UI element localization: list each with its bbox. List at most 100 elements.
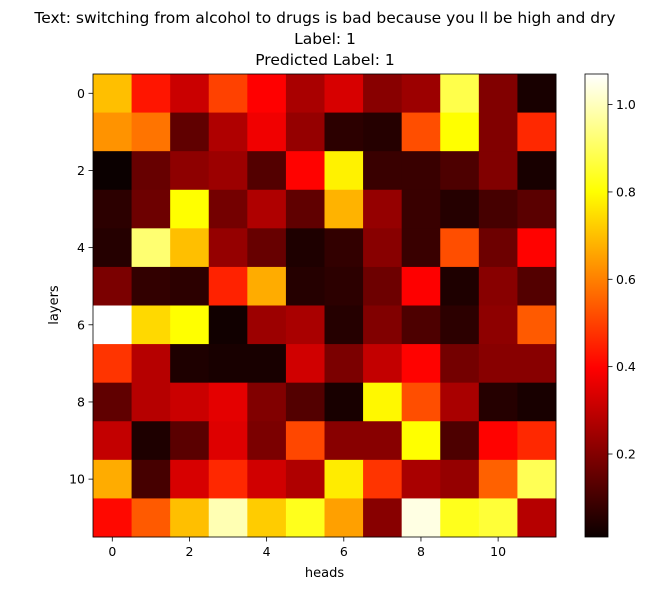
heatmap-cells — [93, 74, 557, 538]
heatmap-cell — [401, 151, 441, 191]
heatmap-cell — [324, 151, 364, 191]
heatmap-cell — [247, 421, 287, 461]
heatmap-cell — [517, 228, 557, 268]
heatmap-cell — [363, 344, 403, 384]
heatmap-cell — [517, 189, 557, 229]
heatmap-cell — [363, 421, 403, 461]
heatmap-cell — [285, 344, 325, 384]
heatmap-cell — [517, 74, 557, 113]
heatmap-cell — [170, 151, 210, 191]
heatmap-cell — [247, 151, 287, 191]
y-axis-ticks: 0 2 4 6 8 10 — [69, 86, 93, 487]
heatmap-cell — [478, 344, 518, 384]
heatmap-cell — [131, 421, 171, 461]
colorbar-tick-label: 0.2 — [616, 447, 636, 462]
heatmap-cell — [247, 344, 287, 384]
x-tick-label: 6 — [340, 544, 348, 559]
heatmap-cell — [208, 266, 248, 306]
y-axis-label: layers — [47, 285, 62, 325]
heatmap-cell — [401, 498, 441, 538]
heatmap-cell — [131, 151, 171, 191]
heatmap-cell — [131, 498, 171, 538]
heatmap-cell — [170, 266, 210, 306]
x-tick-label: 2 — [185, 544, 193, 559]
chart-title-label: Label: 1 — [294, 30, 356, 48]
heatmap-cell — [440, 228, 480, 268]
chart-title-predicted: Predicted Label: 1 — [255, 51, 395, 69]
heatmap-cell — [170, 382, 210, 422]
heatmap-cell — [440, 74, 480, 113]
colorbar-tick-label: 1.0 — [616, 97, 636, 112]
heatmap-cell — [363, 74, 403, 113]
x-tick-label: 10 — [490, 544, 506, 559]
heatmap-cell — [285, 305, 325, 345]
heatmap-cell — [478, 266, 518, 306]
heatmap-cell — [93, 266, 132, 306]
heatmap-cell — [170, 305, 210, 345]
heatmap-cell — [478, 228, 518, 268]
heatmap-cell — [324, 305, 364, 345]
heatmap-cell — [324, 266, 364, 306]
heatmap-cell — [247, 74, 287, 113]
heatmap-cell — [170, 112, 210, 152]
heatmap-cell — [208, 344, 248, 384]
heatmap-cell — [401, 189, 441, 229]
heatmap-cell — [247, 459, 287, 499]
heatmap-cell — [285, 382, 325, 422]
heatmap-cell — [478, 189, 518, 229]
heatmap-cell — [440, 421, 480, 461]
heatmap-cell — [401, 459, 441, 499]
heatmap-cell — [285, 189, 325, 229]
heatmap-cell — [131, 112, 171, 152]
heatmap-cell — [324, 459, 364, 499]
heatmap-cell — [285, 74, 325, 113]
heatmap-cell — [478, 382, 518, 422]
heatmap-cell — [478, 305, 518, 345]
heatmap-cell — [247, 112, 287, 152]
heatmap-cell — [285, 498, 325, 538]
heatmap-cell — [517, 498, 557, 538]
heatmap-cell — [517, 421, 557, 461]
heatmap-cell — [285, 266, 325, 306]
heatmap-cell — [131, 266, 171, 306]
heatmap-cell — [440, 459, 480, 499]
colorbar-tick-label: 0.8 — [616, 184, 636, 199]
heatmap-cell — [247, 305, 287, 345]
heatmap-cell — [208, 74, 248, 113]
y-tick-label: 4 — [77, 240, 85, 255]
heatmap-cell — [478, 421, 518, 461]
heatmap-cell — [93, 459, 132, 499]
heatmap-cell — [285, 151, 325, 191]
heatmap-cell — [285, 459, 325, 499]
heatmap-cell — [517, 459, 557, 499]
heatmap-cell — [208, 305, 248, 345]
colorbar-tick-label: 0.6 — [616, 272, 636, 287]
heatmap-cell — [363, 382, 403, 422]
heatmap-cell — [324, 498, 364, 538]
heatmap-cell — [170, 421, 210, 461]
heatmap-cell — [324, 421, 364, 461]
heatmap-cell — [401, 266, 441, 306]
chart-title-text: Text: switching from alcohol to drugs is… — [34, 9, 616, 27]
heatmap-cell — [324, 74, 364, 113]
heatmap-cell — [440, 498, 480, 538]
heatmap-cell — [285, 112, 325, 152]
heatmap-cell — [363, 459, 403, 499]
heatmap-cell — [440, 266, 480, 306]
heatmap-cell — [208, 112, 248, 152]
y-tick-label: 8 — [77, 394, 85, 409]
heatmap-cell — [324, 228, 364, 268]
heatmap-cell — [131, 189, 171, 229]
heatmap-cell — [478, 459, 518, 499]
heatmap-cell — [170, 344, 210, 384]
heatmap-cell — [440, 305, 480, 345]
heatmap-cell — [93, 189, 132, 229]
x-axis-label: heads — [305, 566, 344, 581]
heatmap-cell — [401, 421, 441, 461]
heatmap-cell — [517, 382, 557, 422]
heatmap-cell — [93, 344, 132, 384]
colorbar-ticks: 0.2 0.4 0.6 0.8 1.0 — [608, 97, 636, 462]
heatmap-cell — [208, 421, 248, 461]
heatmap-cell — [401, 74, 441, 113]
